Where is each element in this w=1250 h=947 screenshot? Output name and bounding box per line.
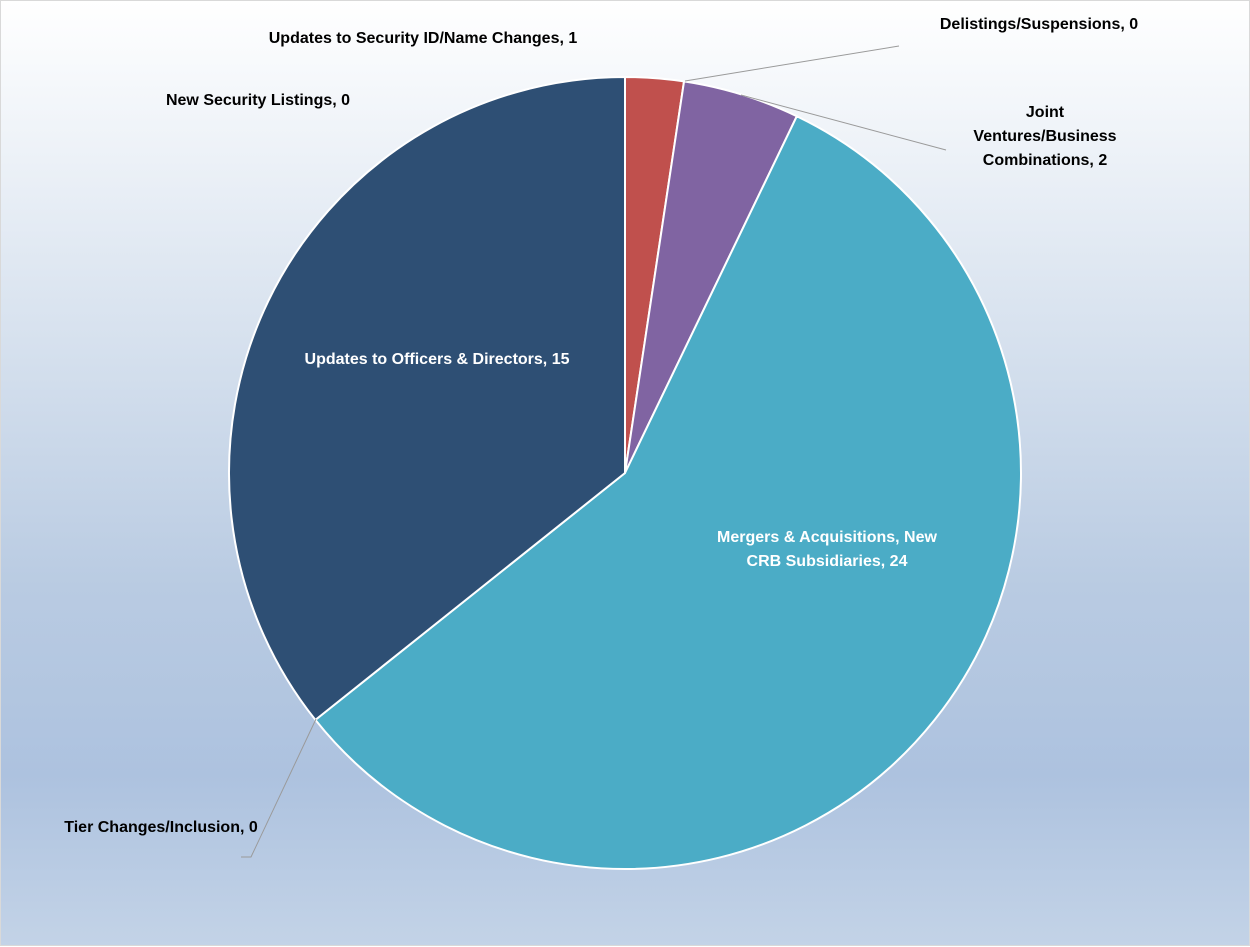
leader-line-delistings-suspensions	[684, 45, 900, 82]
data-label-updates-to-officers-directors: Updates to Officers & Directors, 15	[305, 351, 570, 368]
data-label-new-security-listings: New Security Listings, 0	[166, 92, 350, 109]
data-label-mergers-acquisitions-new-crb-subsidiaries: Mergers & Acquisitions, New CRB Subsidiar…	[717, 529, 937, 570]
data-label-delistings-suspensions: Delistings/Suspensions, 0	[940, 16, 1138, 33]
pie-slice-updates-to-officers-directors	[228, 75, 626, 722]
pie-slice-mergers-acquisitions-new-crb-subsidiaries	[313, 114, 1022, 870]
data-label-tier-changes-inclusion: Tier Changes/Inclusion, 0	[64, 819, 258, 836]
leader-line-joint-ventures-business-combinations	[740, 94, 947, 151]
data-label-joint-ventures-business-combinations: Joint Ventures/Business Combinations, 2	[973, 104, 1116, 169]
data-label-updates-to-security-id-name-changes: Updates to Security ID/Name Changes, 1	[269, 30, 578, 47]
leader-line-tier-changes-inclusion	[241, 718, 317, 858]
